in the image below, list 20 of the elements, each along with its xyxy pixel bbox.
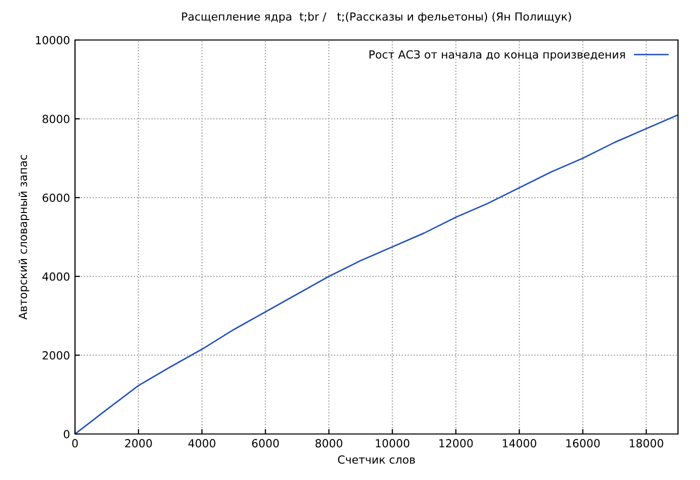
- chart-title: Расщепление ядра t;br / t;(Рассказы и фельетоны) (Ян Полищук): [182, 12, 572, 23]
- x-tick-label: 12000: [439, 439, 473, 448]
- legend-label: Рост АСЗ от начала до конца произведения: [370, 50, 625, 61]
- x-tick-label: 14000: [502, 439, 536, 448]
- x-tick-label: 4000: [188, 439, 216, 448]
- x-tick-label: 16000: [566, 439, 600, 448]
- x-tick-label: 2000: [125, 439, 152, 448]
- y-tick-label: 4000: [42, 272, 70, 281]
- x-tick-label: 8000: [316, 439, 342, 448]
- x-tick-label: 18000: [630, 439, 664, 448]
- y-tick-label: 6000: [42, 194, 70, 202]
- x-axis-title: Счетчик слов: [338, 455, 415, 464]
- x-tick-label: 10000: [376, 439, 410, 448]
- x-tick-label: 0: [72, 439, 78, 448]
- y-tick-label: 8000: [42, 114, 70, 124]
- x-tick-label: 6000: [252, 439, 279, 448]
- y-tick-label: 0: [64, 430, 70, 438]
- y-tick-label: 2000: [42, 351, 70, 360]
- y-axis-title: Авторский словарный запас: [18, 155, 30, 320]
- y-tick-label: 10000: [36, 36, 70, 44]
